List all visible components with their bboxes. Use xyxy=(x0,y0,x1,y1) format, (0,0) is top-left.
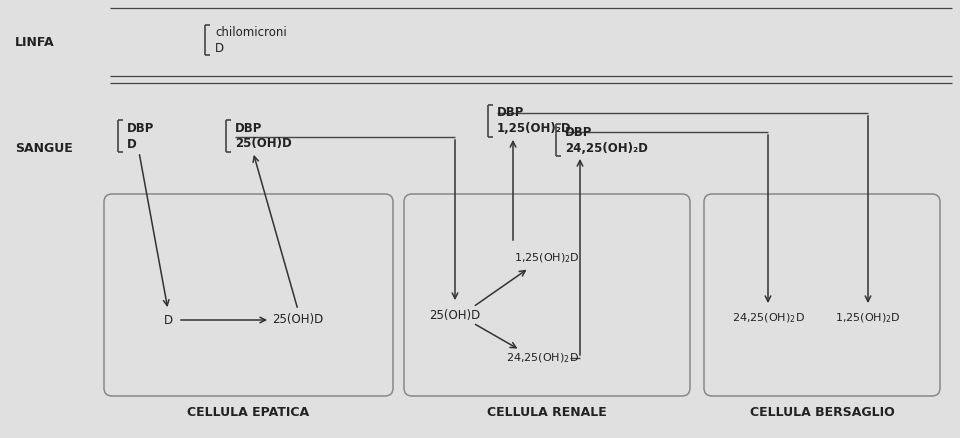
Text: D: D xyxy=(127,138,136,151)
Text: D: D xyxy=(215,42,224,54)
Text: LINFA: LINFA xyxy=(15,35,55,49)
Text: DBP: DBP xyxy=(497,106,524,120)
Text: 1,25(OH)₂D: 1,25(OH)₂D xyxy=(497,123,571,135)
Text: CELLULA RENALE: CELLULA RENALE xyxy=(487,406,607,418)
Text: DBP: DBP xyxy=(565,126,592,138)
Text: 24,25(OH)$_2$D: 24,25(OH)$_2$D xyxy=(732,311,804,325)
Text: 25(OH)D: 25(OH)D xyxy=(235,138,292,151)
Text: DBP: DBP xyxy=(235,121,262,134)
Text: 25(OH)D: 25(OH)D xyxy=(273,314,324,326)
Text: SANGUE: SANGUE xyxy=(15,141,73,155)
Text: 25(OH)D: 25(OH)D xyxy=(429,308,481,321)
Text: 1,25(OH)$_2$D: 1,25(OH)$_2$D xyxy=(515,251,580,265)
FancyBboxPatch shape xyxy=(404,194,690,396)
Text: DBP: DBP xyxy=(127,121,155,134)
Text: D: D xyxy=(163,314,173,326)
FancyBboxPatch shape xyxy=(104,194,393,396)
Text: CELLULA BERSAGLIO: CELLULA BERSAGLIO xyxy=(750,406,895,418)
Text: 1,25(OH)$_2$D: 1,25(OH)$_2$D xyxy=(835,311,900,325)
Text: CELLULA EPATICA: CELLULA EPATICA xyxy=(187,406,309,418)
Text: chilomicroni: chilomicroni xyxy=(215,27,287,39)
FancyBboxPatch shape xyxy=(704,194,940,396)
Text: 24,25(OH)₂D: 24,25(OH)₂D xyxy=(565,141,648,155)
Text: 24,25(OH)$_2$D: 24,25(OH)$_2$D xyxy=(506,351,579,365)
